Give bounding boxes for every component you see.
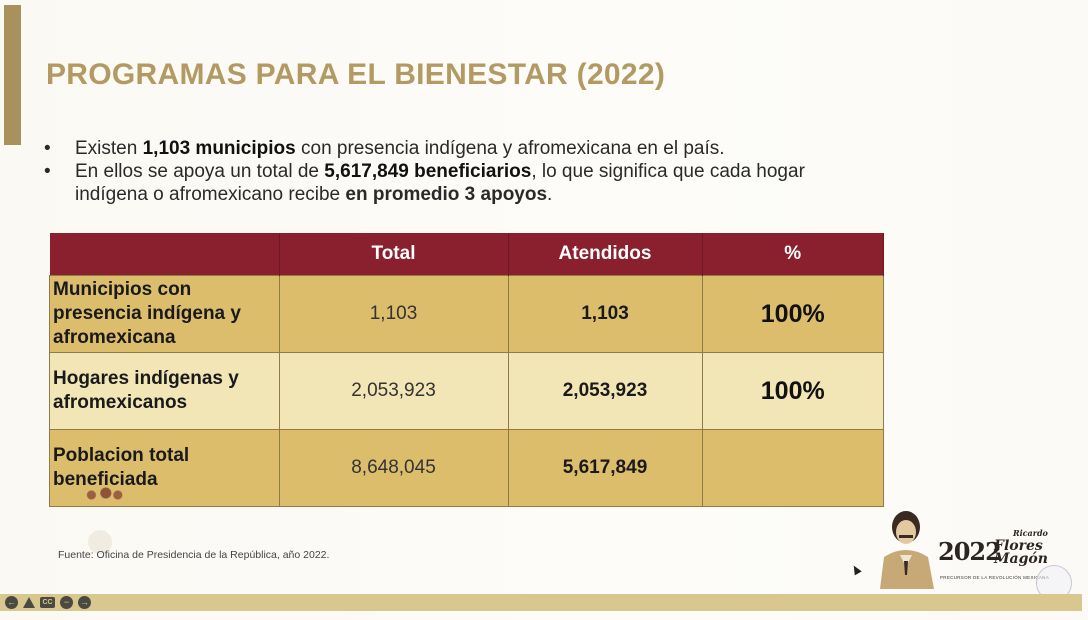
cell-percent: 100% bbox=[701, 275, 884, 353]
logo-name: Ricardo Flores Magón bbox=[994, 528, 1048, 567]
bullet-list: • Existen 1,103 municipios con presencia… bbox=[44, 137, 805, 206]
cell-total: 2,053,923 bbox=[278, 352, 509, 430]
government-seal-icon bbox=[88, 530, 112, 554]
heroes-illustration-icon bbox=[77, 483, 125, 503]
bullet-text: En ellos se apoya un total de 5,617,849 … bbox=[75, 161, 805, 182]
next-button[interactable]: → bbox=[78, 596, 91, 609]
captions-button[interactable]: CC bbox=[40, 597, 55, 608]
cell-total: 1,103 bbox=[278, 275, 509, 353]
menu-button[interactable]: − bbox=[60, 596, 73, 609]
bullet-dot: • bbox=[44, 138, 51, 159]
row-label: Hogares indígenas y afromexicanos bbox=[49, 352, 280, 430]
table-row: Municipios con presencia indígena y afro… bbox=[49, 275, 884, 353]
row-label: Municipios con presencia indígena y afro… bbox=[49, 275, 280, 353]
logo-subtitle: PRECURSOR DE LA REVOLUCIÓN MEXICANA bbox=[940, 575, 1050, 580]
bullet-item: • Existen 1,103 municipios con presencia… bbox=[44, 137, 805, 160]
cell-atendidos: 5,617,849 bbox=[507, 429, 703, 507]
title-accent-bar bbox=[4, 5, 21, 145]
source-note: Fuente: Oficina de Presidencia de la Rep… bbox=[58, 549, 330, 561]
header-empty bbox=[49, 233, 280, 276]
slide-title: PROGRAMAS PARA EL BIENESTAR (2022) bbox=[46, 58, 666, 91]
header-atendidos: Atendidos bbox=[508, 233, 703, 276]
beneficiaries-table: Total Atendidos % Municipios con presenc… bbox=[49, 233, 884, 507]
player-controls: ← CC − → bbox=[5, 596, 91, 609]
cell-percent: 100% bbox=[701, 352, 884, 430]
pointer-tool-icon[interactable] bbox=[23, 597, 35, 608]
header-percent: % bbox=[702, 233, 884, 276]
logo-year: 2022 bbox=[938, 537, 1002, 566]
table-row: Poblacion total beneficiada 8,648,045 5,… bbox=[49, 429, 884, 507]
cell-atendidos: 2,053,923 bbox=[507, 352, 703, 430]
header-total: Total bbox=[279, 233, 509, 276]
cell-atendidos: 1,103 bbox=[507, 275, 703, 353]
bullet-item: • En ellos se apoya un total de 5,617,84… bbox=[44, 160, 805, 183]
bullet-continuation: indígena o afromexicano recibe en promed… bbox=[75, 184, 553, 205]
cell-percent bbox=[701, 429, 884, 507]
player-toolbar bbox=[0, 594, 1082, 611]
flores-magon-logo: 2022 Ricardo Flores Magón PRECURSOR DE L… bbox=[872, 505, 1062, 593]
bullet-text: Existen 1,103 municipios con presencia i… bbox=[75, 138, 725, 159]
cell-total: 8,648,045 bbox=[278, 429, 509, 507]
mouse-cursor-icon bbox=[850, 563, 862, 576]
portrait-icon bbox=[880, 511, 934, 589]
table-row: Hogares indígenas y afromexicanos 2,053,… bbox=[49, 352, 884, 430]
previous-button[interactable]: ← bbox=[5, 596, 18, 609]
table-header-row: Total Atendidos % bbox=[49, 233, 884, 276]
bullet-dot: • bbox=[44, 161, 51, 182]
